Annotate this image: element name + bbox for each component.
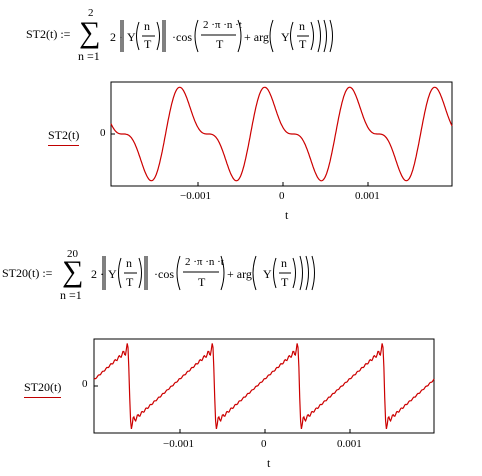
plot-1-y-tick-0: 0 [100,127,106,139]
equation-2-plus-arg: + arg [227,267,252,281]
equation-1-frac-den: T [144,37,152,51]
equation-1-numerator: 2 ·π ·n ·t [203,19,242,31]
equation-2-sum-lower: n =1 [60,288,82,302]
plot-2-y-tick-0: 0 [82,378,88,390]
plot-1-x-tick: 0.001 [355,190,380,202]
equation-2-Y: Y [108,267,117,281]
equation-2-frac-num: n [126,256,132,270]
equation-1-sum-lower: n =1 [78,49,100,63]
equation-1-frac-num: n [144,19,150,33]
equation-2-cos: ·cos [154,267,174,281]
equation-2-coef: 2 · [91,267,104,281]
equation-2-frac2-den: T [281,275,289,289]
equation-1-Y: Y [127,30,136,44]
equation-1-frac2-den: T [299,37,307,51]
equation-2-denominator: T [198,275,206,289]
equation-2-lhs: ST20(t) := [2,266,53,280]
summation-icon: ∑ [62,255,84,288]
plot-2-x-tick: 0 [261,438,267,450]
equation-1-sum-upper: 2 [88,7,94,19]
plot-1-x-tick: −0.001 [180,190,211,202]
equation-1-coef: 2 · [110,30,123,44]
equation-1-cos: ·cos [172,30,192,44]
plot-2-x-label: t [267,456,271,470]
equation-2-frac-den: T [126,275,134,289]
equation-1-denominator: T [216,37,224,51]
equation-1-plus-arg: + arg [244,30,269,44]
summation-icon: ∑ [79,16,101,49]
plot-2-x-tick: −0.001 [163,438,194,450]
plot-2-y-label: ST20(t) [24,380,62,398]
equation-1-Y2: Y [281,30,290,44]
equation-1-frac2-num: n [299,19,305,33]
plot-1-x-tick: 0 [279,190,285,202]
equation-2-sum-upper: 20 [67,248,78,260]
series-line [93,343,435,430]
plot-2-x-tick: 0.001 [337,438,362,450]
equation-2-Y2: Y [263,267,272,281]
equation-2-numerator: 2 ·π ·n ·t [185,256,224,268]
equation-1-lhs: ST2(t) := [26,27,71,41]
series-line [110,86,453,182]
equation-2-frac2-num: n [281,256,287,270]
plot-1-y-label: ST2(t) [48,128,80,146]
plot-1-x-label: t [285,208,289,222]
